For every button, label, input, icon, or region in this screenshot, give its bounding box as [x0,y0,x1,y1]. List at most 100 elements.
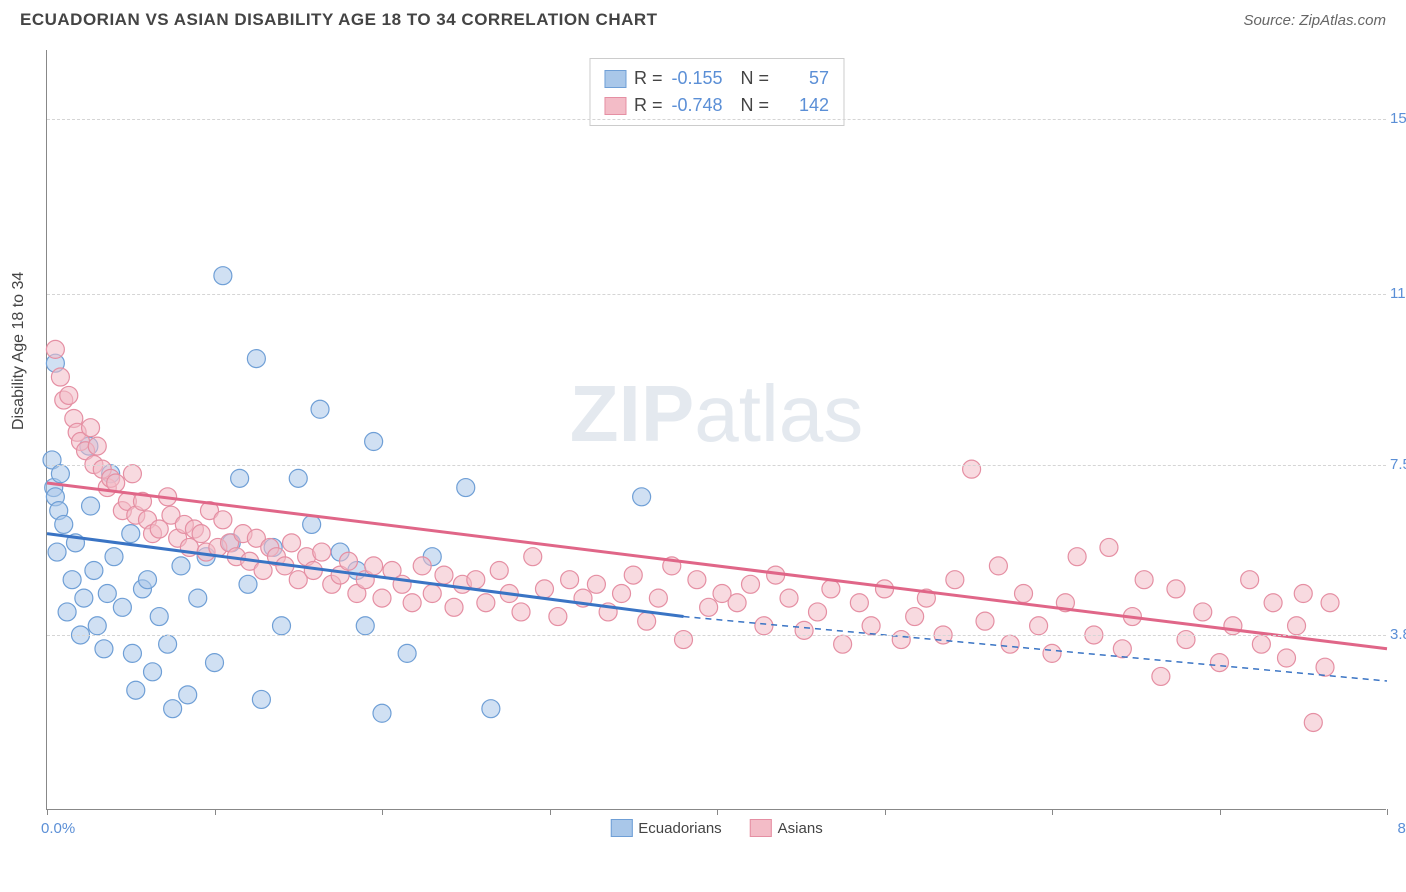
data-point [728,594,746,612]
legend-swatch [604,70,626,88]
data-point [289,469,307,487]
legend-swatch [610,819,632,837]
data-point [252,690,270,708]
ytick-label: 11.2% [1390,285,1406,302]
data-point [561,571,579,589]
data-point [1252,635,1270,653]
data-point [55,515,73,533]
xtick [885,809,886,815]
data-point [435,566,453,584]
data-point [795,621,813,639]
data-point [1321,594,1339,612]
ytick-label: 15.0% [1390,110,1406,127]
data-point [822,580,840,598]
data-point [862,617,880,635]
data-point [127,681,145,699]
data-point [892,631,910,649]
data-point [1278,649,1296,667]
xtick [215,809,216,815]
data-point [512,603,530,621]
data-point [834,635,852,653]
data-point [649,589,667,607]
data-point [906,608,924,626]
chart-title: ECUADORIAN VS ASIAN DISABILITY AGE 18 TO… [20,10,658,30]
ytick-label: 7.5% [1390,456,1406,473]
series-legend: Ecuadorians Asians [610,819,822,837]
data-point [1100,538,1118,556]
correlation-legend: R =-0.155N =57R =-0.748N =142 [589,58,844,126]
data-point [98,585,116,603]
data-point [1113,640,1131,658]
data-point [51,465,69,483]
data-point [613,585,631,603]
data-point [467,571,485,589]
data-point [313,543,331,561]
data-point [85,561,103,579]
data-point [1167,580,1185,598]
data-point [283,534,301,552]
gridline [47,119,1386,120]
data-point [365,433,383,451]
data-point [1001,635,1019,653]
data-point [742,575,760,593]
data-point [214,267,232,285]
data-point [231,469,249,487]
data-point [490,561,508,579]
chart-area: ZIPatlas R =-0.155N =57R =-0.748N =142 E… [46,50,1386,810]
data-point [624,566,642,584]
data-point [48,543,66,561]
data-point [172,557,190,575]
legend-item: Asians [750,819,823,837]
data-point [1177,631,1195,649]
gridline [47,294,1386,295]
ytick-label: 3.8% [1390,626,1406,643]
data-point [123,644,141,662]
data-point [445,598,463,616]
data-point [373,704,391,722]
data-point [524,548,542,566]
data-point [122,525,140,543]
n-value: 142 [777,92,829,119]
data-point [373,589,391,607]
data-point [1304,713,1322,731]
data-point [1264,594,1282,612]
data-point [150,608,168,626]
data-point [1135,571,1153,589]
data-point [457,479,475,497]
xtick [717,809,718,815]
data-point [82,419,100,437]
data-point [780,589,798,607]
r-value: -0.748 [671,92,723,119]
data-point [95,640,113,658]
y-axis-label: Disability Age 18 to 34 [10,272,28,430]
data-point [340,552,358,570]
data-point [273,617,291,635]
data-point [139,571,157,589]
legend-swatch [750,819,772,837]
data-point [144,663,162,681]
legend-row: R =-0.155N =57 [604,65,829,92]
r-value: -0.155 [671,65,723,92]
data-point [700,598,718,616]
data-point [206,654,224,672]
data-point [239,575,257,593]
data-point [356,617,374,635]
data-point [60,386,78,404]
data-point [214,511,232,529]
data-point [1294,585,1312,603]
data-point [192,525,210,543]
data-point [1152,667,1170,685]
data-point [1211,654,1229,672]
data-point [164,700,182,718]
data-point [1068,548,1086,566]
data-point [88,617,106,635]
data-point [254,561,272,579]
xtick [1052,809,1053,815]
xtick [47,809,48,815]
legend-item: Ecuadorians [610,819,721,837]
scatter-plot [47,50,1386,809]
data-point [989,557,1007,575]
x-end-label: 80.0% [1397,820,1406,837]
gridline [47,465,1386,466]
data-point [88,437,106,455]
